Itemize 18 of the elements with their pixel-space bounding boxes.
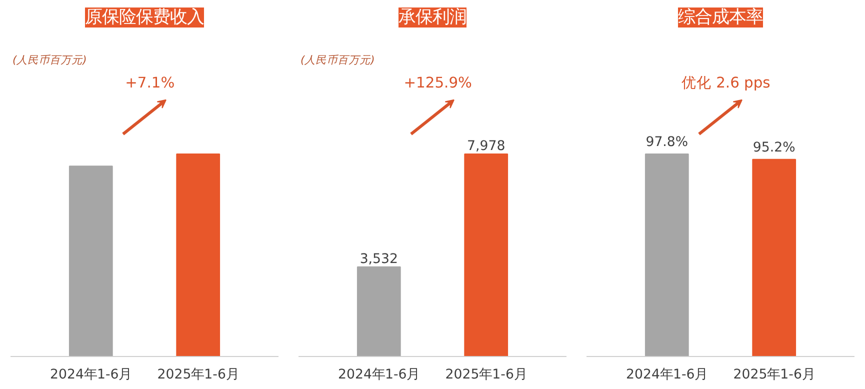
chart-subtitle: (人民币百万元) [300,54,375,66]
text: 优化 2.6 pps [681,74,770,92]
chart-subtitle: (人民币百万元) [12,54,87,66]
x-tick-label: 2025年1-6月 [733,368,815,382]
data-label: 95.2% [752,140,796,156]
x-tick-label: 2024年1-6月 [338,368,420,382]
chart-title: 承保利润 [398,8,466,28]
data-label: 97.8% [646,135,688,150]
data-label: 7,978 [467,139,506,154]
x-tick-label: 2024年1-6月 [50,368,132,382]
chart-title: 综合成本率 [678,8,763,28]
x-tick-label: 2025年1-6月 [157,368,239,382]
chart-title: 原保险保费收入 [85,8,204,28]
text: +7.1% [125,74,175,92]
data-label: 3,532 [360,252,398,267]
x-tick-label: 2024年1-6月 [626,368,708,382]
text: +125.9% [404,74,472,92]
x-tick-label: 2025年1-6月 [445,368,527,382]
